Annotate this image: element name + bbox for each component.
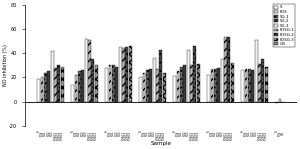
Bar bbox=[211, 69, 214, 102]
Bar bbox=[57, 65, 60, 102]
Bar bbox=[278, 99, 281, 102]
Bar bbox=[118, 47, 122, 102]
Bar bbox=[220, 59, 224, 102]
Bar bbox=[244, 69, 247, 102]
Bar bbox=[231, 63, 234, 102]
Bar bbox=[105, 68, 108, 102]
Bar bbox=[193, 46, 196, 102]
Bar bbox=[224, 37, 227, 102]
Bar bbox=[142, 73, 146, 102]
Bar bbox=[190, 65, 193, 102]
Bar bbox=[275, 102, 278, 103]
Bar bbox=[146, 70, 149, 102]
Bar bbox=[248, 69, 251, 102]
Bar bbox=[261, 59, 264, 102]
Bar bbox=[197, 64, 200, 102]
Bar bbox=[71, 85, 74, 102]
Bar bbox=[54, 68, 57, 102]
Bar bbox=[149, 69, 152, 102]
Bar bbox=[129, 46, 132, 102]
Bar bbox=[176, 71, 179, 102]
Bar bbox=[37, 79, 40, 102]
Bar bbox=[74, 75, 77, 102]
Bar bbox=[122, 48, 125, 102]
Bar bbox=[91, 59, 94, 102]
X-axis label: Sample: Sample bbox=[151, 141, 172, 146]
Bar bbox=[125, 47, 128, 102]
Bar bbox=[40, 77, 43, 102]
Bar bbox=[51, 51, 53, 102]
Bar bbox=[109, 65, 112, 102]
Bar bbox=[258, 64, 261, 102]
Bar bbox=[115, 66, 118, 102]
Bar bbox=[241, 70, 244, 102]
Bar bbox=[156, 69, 159, 102]
Bar bbox=[78, 71, 81, 102]
Bar bbox=[180, 66, 183, 102]
Bar bbox=[173, 76, 176, 102]
Bar bbox=[255, 40, 257, 102]
Bar bbox=[159, 50, 162, 102]
Y-axis label: NO inhibition (%): NO inhibition (%) bbox=[3, 44, 8, 86]
Bar bbox=[163, 73, 166, 102]
Bar bbox=[187, 50, 190, 102]
Legend: S, FDS, SG-1, SG-2, SG-3, FDSG-1, FDSG-2, FDSG-3, GB: S, FDS, SG-1, SG-2, SG-3, FDSG-1, FDSG-2… bbox=[273, 4, 295, 47]
Bar bbox=[265, 66, 268, 102]
Bar bbox=[44, 73, 47, 102]
Bar bbox=[61, 66, 64, 102]
Bar bbox=[81, 70, 84, 102]
Bar bbox=[207, 75, 210, 102]
Bar bbox=[183, 65, 186, 102]
Bar bbox=[214, 69, 217, 102]
Bar bbox=[139, 77, 142, 102]
Bar bbox=[85, 39, 88, 102]
Bar bbox=[153, 58, 155, 102]
Bar bbox=[217, 68, 220, 102]
Bar bbox=[112, 65, 115, 102]
Bar bbox=[227, 37, 230, 102]
Bar bbox=[47, 71, 50, 102]
Bar bbox=[251, 70, 254, 102]
Bar bbox=[95, 65, 98, 102]
Bar bbox=[88, 40, 91, 102]
